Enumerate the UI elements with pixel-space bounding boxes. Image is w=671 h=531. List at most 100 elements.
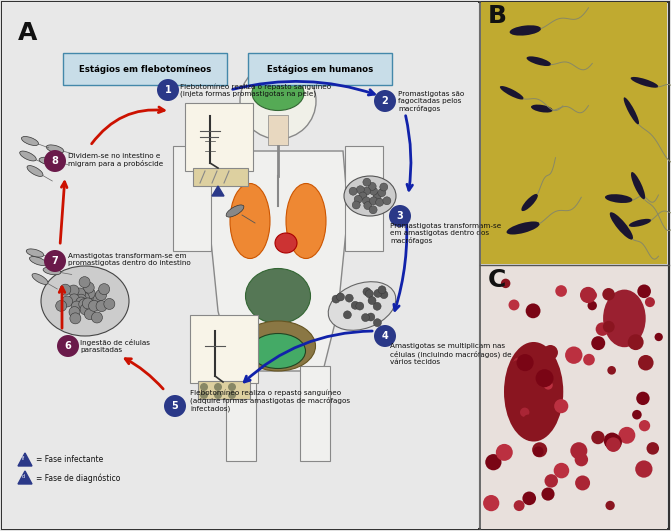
Circle shape [541, 487, 554, 501]
Circle shape [104, 298, 115, 310]
Text: 8: 8 [52, 156, 58, 166]
Ellipse shape [521, 194, 538, 211]
Circle shape [638, 355, 654, 371]
Ellipse shape [527, 56, 551, 66]
Ellipse shape [46, 145, 64, 153]
Circle shape [80, 304, 91, 315]
Circle shape [591, 431, 605, 444]
Ellipse shape [230, 184, 270, 259]
Circle shape [525, 303, 541, 318]
Circle shape [374, 319, 381, 327]
Circle shape [352, 201, 360, 209]
Polygon shape [212, 186, 224, 196]
Circle shape [363, 288, 371, 296]
Circle shape [356, 186, 364, 194]
Circle shape [56, 301, 66, 311]
Bar [345, 146, 383, 251]
Circle shape [583, 354, 595, 365]
Circle shape [91, 294, 101, 305]
Circle shape [556, 285, 567, 297]
Text: C: C [488, 268, 506, 292]
Circle shape [368, 182, 376, 190]
Circle shape [604, 433, 621, 449]
Circle shape [91, 312, 103, 323]
Text: 5: 5 [172, 401, 178, 411]
Text: B: B [488, 4, 507, 28]
Ellipse shape [246, 269, 311, 323]
Circle shape [635, 460, 652, 478]
Circle shape [603, 288, 615, 301]
Circle shape [380, 290, 388, 298]
Ellipse shape [250, 333, 305, 369]
Text: 7: 7 [52, 256, 58, 266]
FancyBboxPatch shape [248, 53, 392, 85]
Circle shape [68, 294, 80, 305]
Bar [185, 103, 253, 171]
Circle shape [645, 297, 655, 307]
Text: Amastigotas se multiplicam nas
células (incluindo macrófagos) de
vários tecidos: Amastigotas se multiplicam nas células (… [390, 343, 511, 365]
Circle shape [544, 474, 558, 487]
Circle shape [228, 383, 236, 391]
Text: 1: 1 [164, 85, 171, 95]
Ellipse shape [507, 221, 539, 235]
Circle shape [367, 313, 375, 321]
Circle shape [362, 187, 370, 195]
Circle shape [383, 197, 391, 205]
Polygon shape [18, 471, 32, 484]
Circle shape [95, 289, 107, 301]
Ellipse shape [21, 136, 38, 145]
Circle shape [349, 187, 357, 195]
Circle shape [71, 301, 82, 312]
Text: = Fase infectante: = Fase infectante [36, 456, 103, 465]
Text: Ingestão de células
parasitadas: Ingestão de células parasitadas [80, 339, 150, 353]
Circle shape [520, 408, 529, 417]
Circle shape [344, 311, 352, 319]
Circle shape [214, 391, 222, 399]
Text: Promastigotas transformam-se
em amastigotas dentro dos
macrófagos: Promastigotas transformam-se em amastigo… [390, 223, 501, 244]
Circle shape [605, 434, 622, 451]
Circle shape [575, 475, 590, 491]
Circle shape [606, 438, 621, 452]
Circle shape [83, 298, 93, 309]
Ellipse shape [39, 157, 57, 165]
Circle shape [378, 189, 386, 196]
Bar [480, 266, 667, 529]
Ellipse shape [328, 282, 396, 330]
Circle shape [62, 296, 72, 307]
Circle shape [373, 192, 381, 200]
Ellipse shape [26, 249, 44, 257]
Circle shape [364, 202, 372, 210]
Text: Flebotomíneo realiza o repasto sanguíneo
(injeta formas promastigotas na pele): Flebotomíneo realiza o repasto sanguíneo… [180, 83, 331, 97]
Circle shape [554, 463, 569, 478]
Circle shape [76, 297, 87, 308]
Ellipse shape [32, 273, 48, 285]
Circle shape [533, 447, 544, 457]
Text: Dividem-se no intestino e
migram para a probóscide: Dividem-se no intestino e migram para a … [68, 153, 163, 167]
Text: 6: 6 [64, 341, 71, 351]
Circle shape [214, 383, 222, 391]
Circle shape [79, 277, 90, 288]
Circle shape [619, 427, 635, 444]
Circle shape [543, 345, 558, 360]
Circle shape [596, 322, 609, 336]
Ellipse shape [603, 289, 646, 347]
Bar [268, 115, 288, 145]
Circle shape [60, 284, 71, 295]
Circle shape [332, 295, 340, 303]
Text: Estágios em humanos: Estágios em humanos [267, 64, 373, 73]
Circle shape [351, 301, 359, 310]
Circle shape [514, 500, 525, 511]
Circle shape [637, 285, 651, 298]
Circle shape [69, 306, 80, 318]
Bar [2, 2, 478, 529]
Circle shape [654, 333, 663, 341]
Circle shape [354, 195, 362, 203]
Ellipse shape [19, 151, 36, 161]
Circle shape [85, 309, 95, 320]
Circle shape [368, 297, 376, 305]
Bar [173, 146, 211, 251]
Ellipse shape [226, 205, 244, 217]
Ellipse shape [344, 176, 396, 216]
Bar [198, 381, 250, 399]
Circle shape [362, 314, 370, 322]
